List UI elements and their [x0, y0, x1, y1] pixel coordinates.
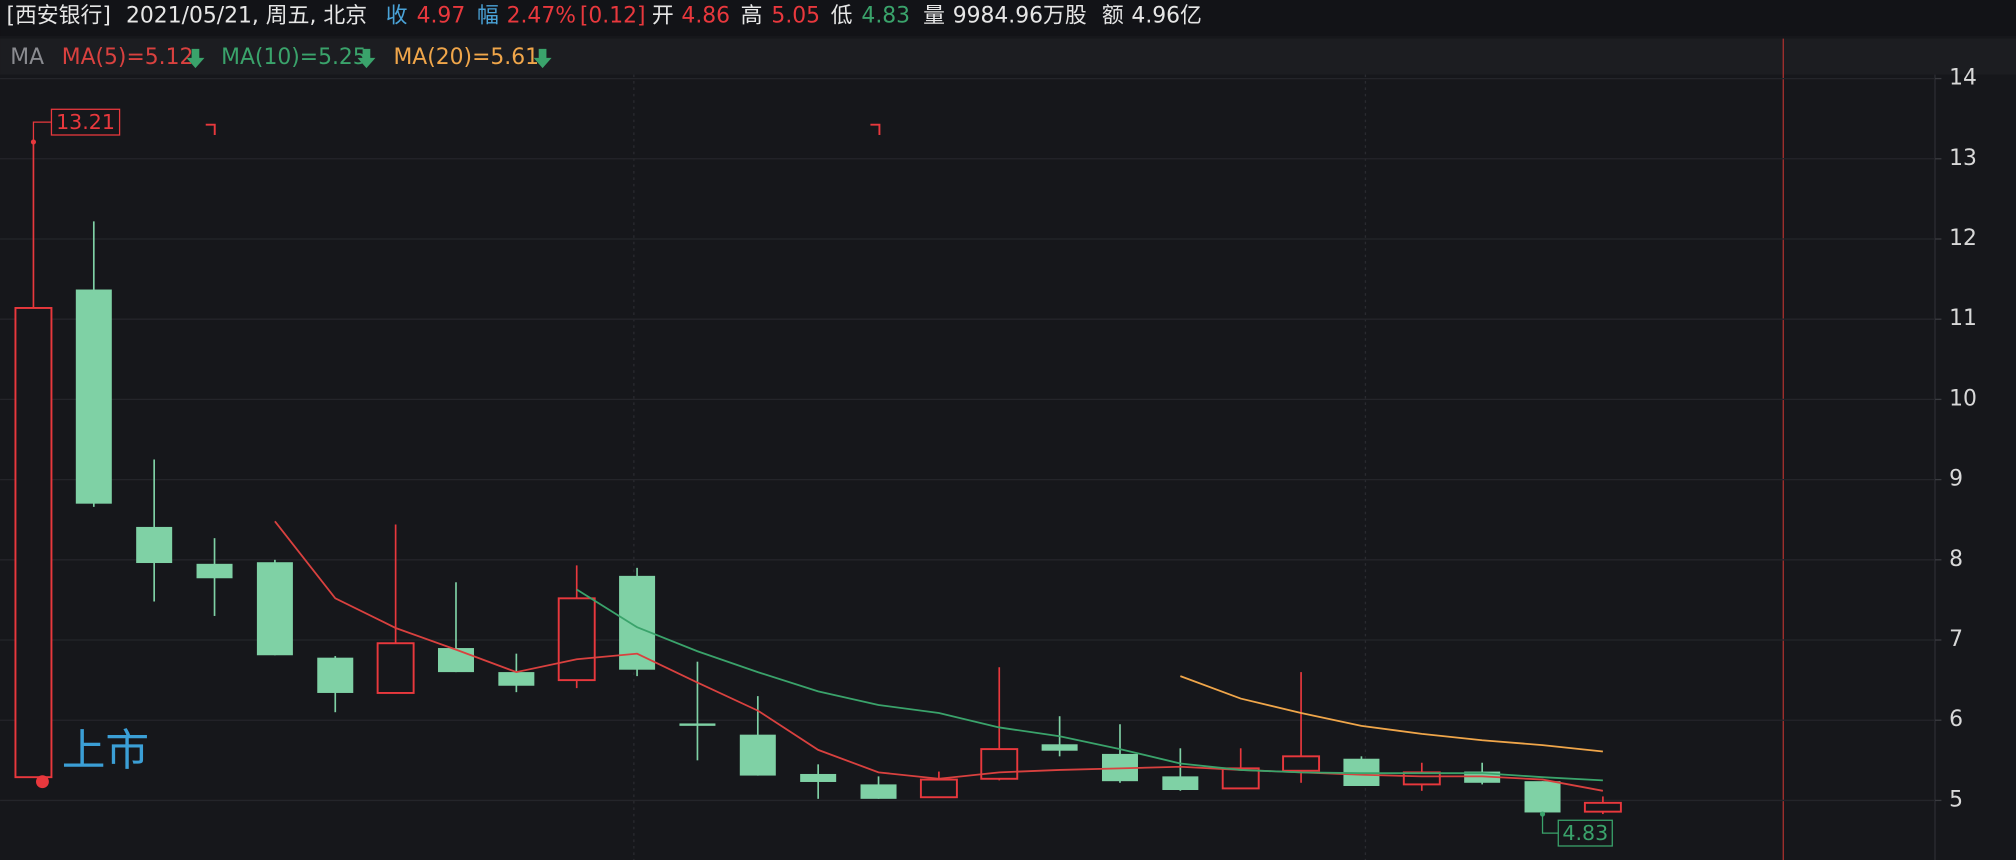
- header-text: [0.12]: [580, 4, 646, 29]
- candle-body: [75, 289, 112, 504]
- legend-arrow: [533, 48, 552, 69]
- candle-body: [557, 597, 596, 682]
- y-tick-label: 14: [1949, 66, 1977, 91]
- header-text: [西安银行]: [6, 4, 110, 29]
- annotation: 上市: [62, 725, 149, 776]
- candle-body: [919, 778, 958, 799]
- legend-entry: MA(5)=5.12: [62, 45, 194, 70]
- header-text: 2021/05/21, 周五, 北京: [126, 4, 367, 29]
- candle-body: [136, 526, 173, 564]
- indicator-label: MA: [10, 45, 44, 70]
- legend-entry: MA(20)=5.61: [393, 45, 539, 70]
- max-label: 13.21: [56, 110, 115, 134]
- candle-body: [498, 672, 535, 686]
- candle-body: [317, 657, 354, 693]
- ma-line: [576, 588, 1603, 782]
- y-tick-label: 5: [1949, 787, 1963, 812]
- candle-body: [679, 723, 716, 726]
- header-text: 开: [652, 4, 674, 29]
- header-text: 低: [831, 4, 853, 29]
- candle-body: [196, 563, 233, 579]
- y-tick-label: 7: [1949, 627, 1963, 652]
- candle-body: [14, 307, 53, 779]
- y-tick-label: 12: [1949, 226, 1977, 251]
- candle-body: [1041, 744, 1078, 751]
- header-text: 4.96亿: [1131, 4, 1201, 29]
- legend-arrow: [186, 48, 205, 69]
- legend-entry: MA(10)=5.25: [221, 45, 367, 70]
- leader: [1541, 814, 1559, 834]
- header: [西安银行] 2021/05/21, 周五, 北京收 4.97 幅 2.47% [0.12…: [6, 4, 1201, 29]
- leader: [32, 121, 52, 142]
- candle-body: [437, 648, 474, 673]
- header-text: 9984.96万股: [953, 4, 1087, 29]
- label-box: [50, 108, 121, 136]
- header-text: 幅: [477, 4, 499, 29]
- candle-body: [980, 748, 1019, 780]
- y-tick-label: 10: [1949, 386, 1977, 411]
- candle-body: [256, 562, 293, 656]
- y-tick-label: 6: [1949, 707, 1963, 732]
- y-tick-label: 11: [1949, 306, 1977, 331]
- header-bar: [0, 0, 2016, 36]
- y-tick-label: 9: [1949, 467, 1963, 492]
- header-text: 5.05: [771, 4, 820, 29]
- candle-body: [860, 784, 897, 799]
- candle-body: [376, 642, 415, 694]
- candle-body: [1282, 755, 1321, 772]
- listing-dot: [36, 775, 49, 789]
- y-tick-label: 13: [1949, 146, 1977, 171]
- header-text: 额: [1102, 4, 1124, 29]
- header-text: 4.83: [861, 4, 910, 29]
- leader-dot: [1539, 811, 1546, 817]
- label-box: [1557, 819, 1613, 847]
- min-label: 4.83: [1562, 821, 1608, 845]
- header-text: 4.86: [681, 4, 730, 29]
- plot: 13.21 4.83 上市: [14, 108, 1622, 847]
- leader-dot: [30, 139, 37, 145]
- header-text: 高: [741, 4, 763, 29]
- legend-bar: [0, 38, 2016, 75]
- y-tick-label: 8: [1949, 547, 1963, 572]
- header-text: 2.47%: [507, 4, 576, 29]
- legend-arrow: [357, 48, 376, 69]
- grid: 5 6 7 8 9 10 11 12 13 14: [0, 66, 1977, 812]
- candle-body: [1402, 771, 1441, 786]
- candle-body: [1583, 801, 1622, 813]
- marker: [205, 123, 881, 135]
- candle-body: [739, 734, 776, 776]
- header-text: 量: [923, 4, 945, 29]
- legend: MA MA(5)=5.12 MA(10)=5.25 MA(20)=5.61: [10, 45, 552, 70]
- header-text: 4.97: [417, 4, 466, 29]
- candle-body: [1221, 767, 1260, 790]
- candle-body: [1162, 776, 1199, 791]
- header-text: 收: [386, 4, 408, 29]
- candle-body: [1524, 781, 1561, 813]
- ma-line: [274, 520, 1604, 792]
- ma-line: [1180, 675, 1603, 753]
- candle-body: [800, 773, 837, 782]
